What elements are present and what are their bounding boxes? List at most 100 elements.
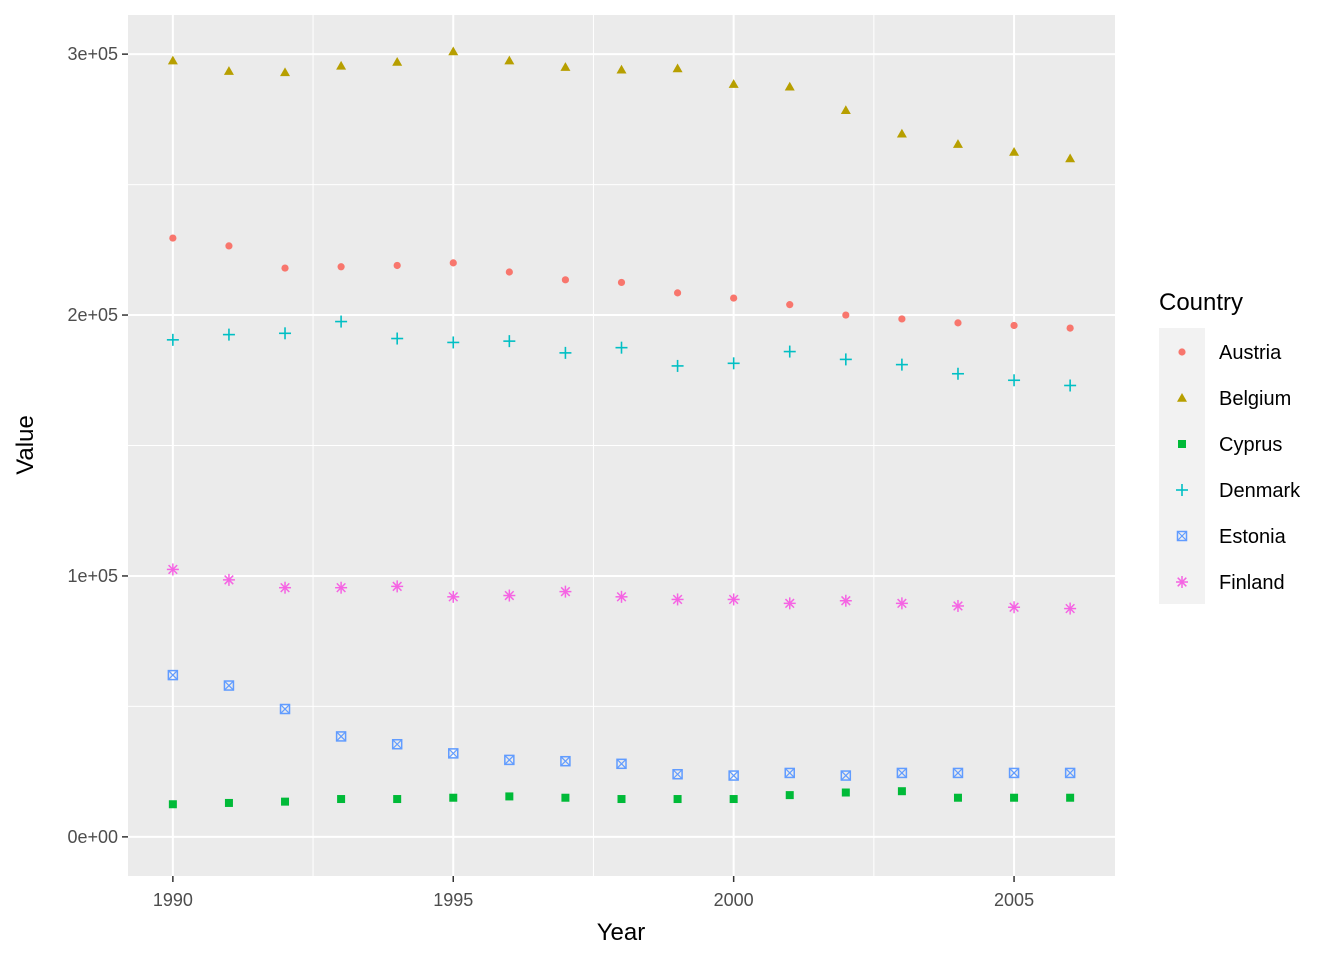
point-estonia xyxy=(728,770,739,781)
point-austria xyxy=(1010,321,1018,330)
major-grid xyxy=(128,15,1115,876)
point-cyprus xyxy=(617,795,626,804)
point-finland xyxy=(671,593,684,606)
point-finland xyxy=(951,599,964,612)
point-finland xyxy=(727,593,740,606)
point-estonia xyxy=(616,758,627,770)
point-estonia xyxy=(279,703,291,715)
point-finland xyxy=(222,573,235,586)
series-denmark xyxy=(166,315,1077,392)
y-tick-label: 0e+00 xyxy=(67,827,118,847)
point-austria xyxy=(1066,324,1074,332)
point-cyprus xyxy=(281,797,290,806)
point-belgium xyxy=(392,56,403,66)
legend-key-background xyxy=(1159,328,1205,604)
y-tick-label: 3e+05 xyxy=(67,44,118,64)
point-denmark xyxy=(559,346,572,359)
point-cyprus xyxy=(337,795,346,804)
legend-label-estonia: Estonia xyxy=(1219,526,1287,548)
y-axis-ticks: 0e+00 1e+05 2e+05 3e+05 xyxy=(67,44,128,847)
x-axis-ticks: 1990 1995 2000 2005 xyxy=(153,876,1034,910)
point-belgium xyxy=(952,139,963,148)
y-tick-label: 2e+05 xyxy=(67,305,118,325)
point-estonia xyxy=(840,770,852,781)
data-points xyxy=(166,46,1077,809)
point-belgium xyxy=(896,128,907,138)
point-finland xyxy=(1008,601,1021,614)
point-austria xyxy=(617,278,626,287)
x-tick-label: 1990 xyxy=(153,890,193,910)
minor-grid xyxy=(128,15,1115,876)
point-austria xyxy=(337,263,345,271)
point-estonia xyxy=(896,767,908,779)
series-cyprus xyxy=(168,787,1075,809)
x-axis-title: Year xyxy=(597,919,646,946)
point-cyprus xyxy=(168,800,177,809)
point-belgium xyxy=(560,62,571,71)
point-denmark xyxy=(279,327,292,340)
point-estonia xyxy=(504,754,515,766)
x-tick-label: 2000 xyxy=(714,890,754,910)
point-belgium xyxy=(616,64,627,74)
point-finland xyxy=(279,581,292,594)
point-cyprus xyxy=(1010,793,1019,802)
point-belgium xyxy=(1065,153,1076,163)
point-austria xyxy=(842,311,850,319)
point-austria xyxy=(786,301,794,309)
point-cyprus xyxy=(897,787,906,796)
legend-item-denmark: Denmark xyxy=(1176,480,1301,502)
point-cyprus xyxy=(1066,793,1075,802)
point-denmark xyxy=(335,315,348,328)
point-estonia xyxy=(952,767,964,779)
legend-item-finland: Finland xyxy=(1176,572,1285,594)
point-austria xyxy=(730,294,738,302)
point-cyprus xyxy=(224,798,233,807)
legend-key-denmark xyxy=(1176,484,1188,496)
point-finland xyxy=(503,589,516,602)
point-finland xyxy=(895,597,908,610)
point-finland xyxy=(615,590,628,603)
point-belgium xyxy=(167,55,178,65)
point-estonia xyxy=(560,755,571,767)
point-denmark xyxy=(951,367,964,380)
point-austria xyxy=(561,276,570,284)
point-belgium xyxy=(504,55,515,65)
point-denmark xyxy=(391,332,404,345)
point-denmark xyxy=(895,358,908,371)
legend: Country Austria Belgium Cyprus Denmark Eston… xyxy=(1159,289,1301,604)
point-estonia xyxy=(448,748,459,759)
point-estonia xyxy=(391,738,403,750)
point-cyprus xyxy=(785,791,794,800)
point-denmark xyxy=(1064,379,1077,392)
series-belgium xyxy=(167,46,1076,163)
point-cyprus xyxy=(729,795,738,804)
point-denmark xyxy=(1008,374,1021,387)
legend-label-finland: Finland xyxy=(1219,572,1285,594)
point-denmark xyxy=(783,345,796,358)
point-cyprus xyxy=(953,793,962,802)
point-denmark xyxy=(727,357,740,370)
point-denmark xyxy=(166,333,179,346)
point-denmark xyxy=(671,359,684,372)
point-cyprus xyxy=(505,792,514,801)
point-belgium xyxy=(1009,146,1020,156)
point-finland xyxy=(447,590,460,603)
legend-item-austria: Austria xyxy=(1178,342,1282,364)
point-denmark xyxy=(839,353,852,366)
legend-key-belgium xyxy=(1177,393,1187,402)
point-belgium xyxy=(223,66,234,75)
point-belgium xyxy=(840,105,851,114)
point-austria xyxy=(169,234,177,242)
point-cyprus xyxy=(449,793,458,802)
x-tick-label: 1995 xyxy=(433,890,473,910)
point-finland xyxy=(783,597,796,610)
series-austria xyxy=(169,234,1074,332)
point-austria xyxy=(898,315,906,323)
y-axis-title: Value xyxy=(12,415,39,475)
y-tick-label: 1e+05 xyxy=(67,566,118,586)
point-cyprus xyxy=(673,795,682,804)
point-austria xyxy=(449,259,457,267)
point-cyprus xyxy=(841,788,850,797)
point-estonia xyxy=(223,680,235,691)
